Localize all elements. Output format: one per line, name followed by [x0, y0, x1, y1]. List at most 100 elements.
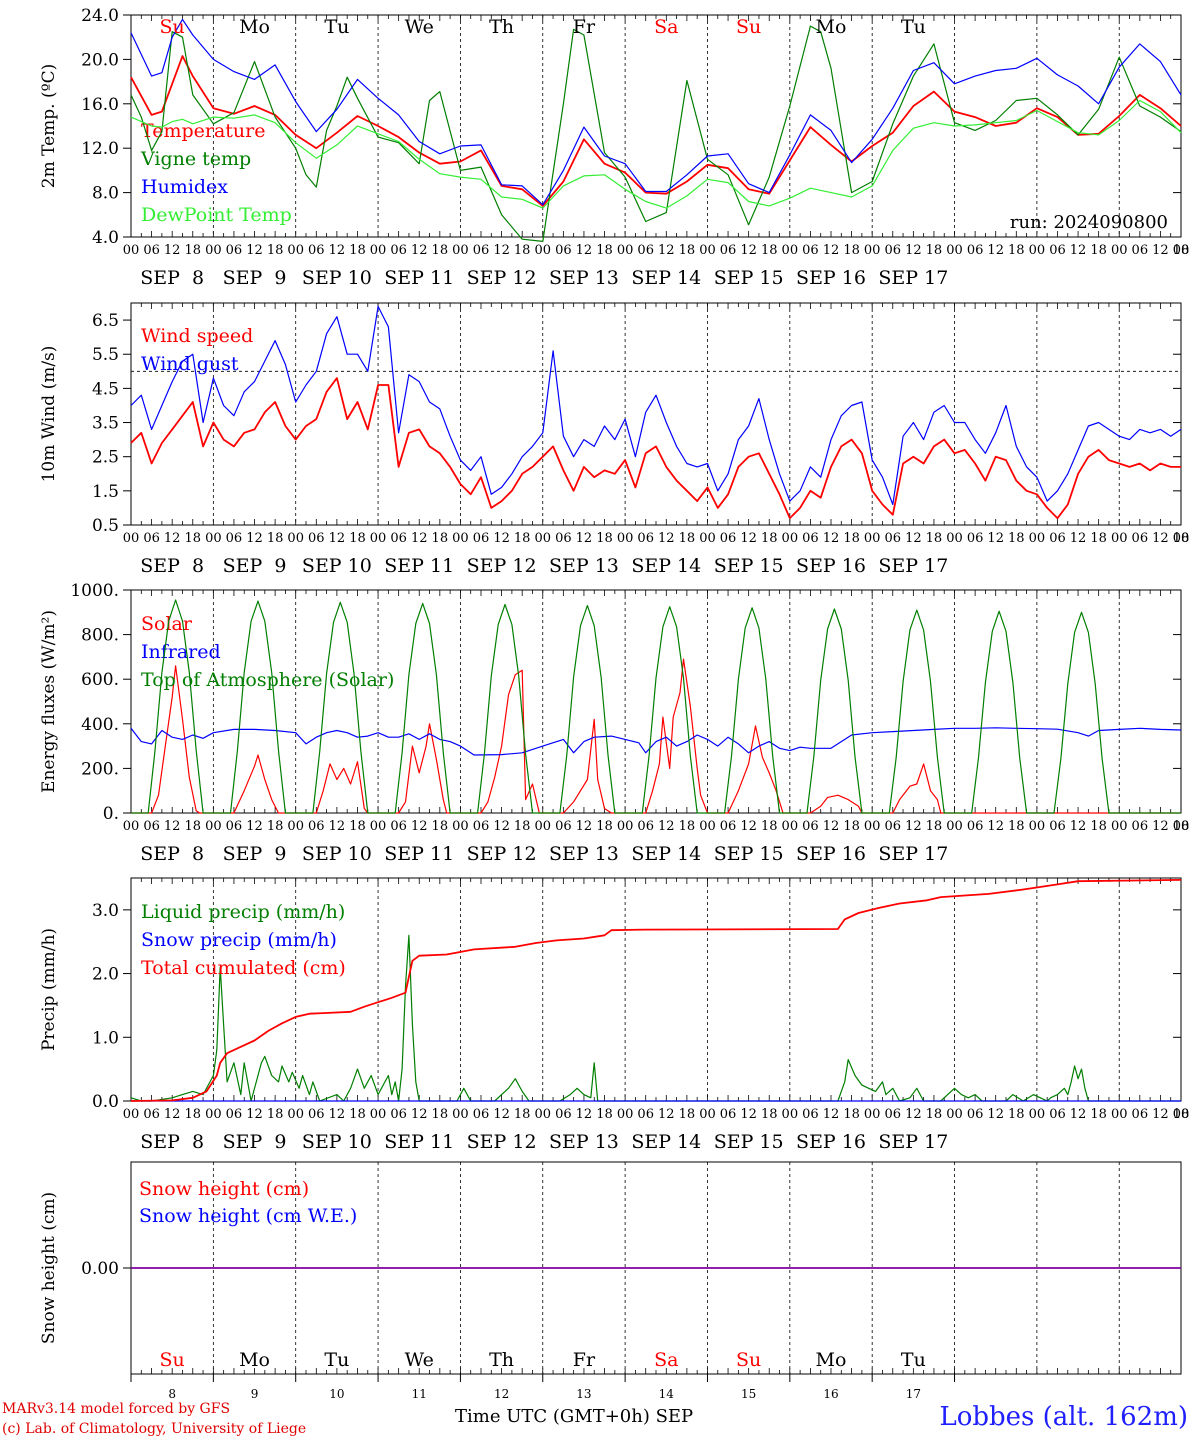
x-day-number: 13 [576, 1387, 591, 1401]
series-line-humidex [130, 18, 1182, 206]
lab-credit: (c) Lab. of Climatology, University of L… [2, 1421, 307, 1437]
x-hour-label: 12 [987, 819, 1004, 834]
legend-entry: Snow precip (mm/h) [141, 929, 337, 951]
date-label: SEP 13 [549, 843, 619, 865]
series-line-top-of-atmosphere-solar- [131, 599, 1181, 814]
x-hour-label: 06 [473, 1107, 490, 1122]
x-hour-label: 00 [1029, 1107, 1046, 1122]
date-label: SEP 11 [384, 1131, 454, 1153]
x-hour-label: 06 [555, 1107, 572, 1122]
date-label: SEP 9 [223, 267, 287, 289]
x-hour-label: 06 [637, 819, 654, 834]
x-day-number: 16 [823, 1387, 838, 1401]
x-hour-label: 00 [946, 243, 963, 258]
x-hour-label: 18 [679, 819, 696, 834]
x-hour-label: 06 [1132, 243, 1149, 258]
x-hour-label: 12 [164, 531, 181, 546]
date-label: SEP 15 [714, 555, 784, 577]
x-hour-label: 00 [205, 819, 222, 834]
x-hour-label: 06 [1049, 1107, 1066, 1122]
series-line-total-cumulated-cm- [130, 879, 1182, 1102]
x-hour-label: 00 [123, 531, 140, 546]
x-hour-label: 00 [699, 1107, 716, 1122]
date-label: SEP 11 [384, 555, 454, 577]
y-tick-label: 600. [81, 670, 119, 690]
x-hour-label: 18 [432, 1107, 449, 1122]
legend-entry: Snow height (cm W.E.) [139, 1205, 357, 1227]
date-label: SEP 13 [549, 1131, 619, 1153]
y-axis-title: 10m Wind (m/s) [39, 346, 59, 483]
x-hour-label: 06 [1049, 531, 1066, 546]
x-hour-label: 00 [1111, 531, 1128, 546]
x-day-number: 15 [741, 1387, 756, 1401]
legend-entry: Snow height (cm) [139, 1178, 309, 1200]
x-hour-label: 06 [1132, 1107, 1149, 1122]
x-hour-label: 18 [761, 243, 778, 258]
date-label: SEP 11 [384, 267, 454, 289]
x-hour-label: 18 [1173, 243, 1190, 258]
x-hour-label: 12 [246, 243, 263, 258]
x-hour-label: 00 [1029, 531, 1046, 546]
x-hour-label: 00 [1111, 1107, 1128, 1122]
x-hour-label: 12 [823, 819, 840, 834]
x-hour-label: 00 [699, 819, 716, 834]
date-label: SEP 16 [796, 843, 866, 865]
x-hour-label: 00 [617, 531, 634, 546]
x-hour-label: 00 [946, 819, 963, 834]
date-label: SEP 14 [631, 555, 701, 577]
date-label: SEP 14 [631, 843, 701, 865]
legend-entry: DewPoint Temp [141, 204, 292, 226]
x-hour-label: 12 [576, 1107, 593, 1122]
x-hour-label: 12 [740, 819, 757, 834]
x-hour-label: 00 [699, 243, 716, 258]
x-hour-label: 06 [308, 1107, 325, 1122]
date-label: SEP 9 [223, 555, 287, 577]
y-tick-label: 16.0 [81, 95, 119, 115]
x-hour-label: 06 [390, 243, 407, 258]
x-hour-label: 18 [926, 819, 943, 834]
x-hour-label: 00 [370, 1107, 387, 1122]
weekday-label: Th [489, 16, 514, 38]
x-hour-label: 06 [308, 819, 325, 834]
x-hour-label: 06 [226, 1107, 243, 1122]
y-axis-title: Precip (mm/h) [39, 928, 59, 1051]
x-hour-label: 18 [267, 243, 284, 258]
x-hour-label: 18 [514, 531, 531, 546]
x-hour-label: 18 [926, 531, 943, 546]
station-label: Lobbes (alt. 162m) [939, 1402, 1188, 1432]
date-label: SEP 10 [302, 1131, 372, 1153]
legend-entry: Liquid precip (mm/h) [141, 901, 345, 923]
panel-frame [130, 302, 1182, 526]
x-hour-label: 06 [802, 819, 819, 834]
x-hour-label: 06 [884, 1107, 901, 1122]
x-hour-label: 06 [802, 243, 819, 258]
x-day-number: 8 [168, 1387, 176, 1401]
x-hour-label: 00 [287, 243, 304, 258]
x-day-number: 17 [906, 1387, 921, 1401]
x-hour-label: 18 [1090, 531, 1107, 546]
date-label: SEP 14 [631, 267, 701, 289]
x-hour-label: 06 [390, 1107, 407, 1122]
y-axis-title: 2m Temp. (ºC) [39, 64, 59, 189]
x-hour-label: 12 [164, 819, 181, 834]
legend-entry: Humidex [141, 176, 228, 198]
x-hour-label: 12 [1152, 243, 1169, 258]
x-hour-label: 00 [370, 243, 387, 258]
x-hour-label: 06 [473, 819, 490, 834]
x-hour-label: 18 [514, 1107, 531, 1122]
x-hour-label: 06 [637, 1107, 654, 1122]
x-hour-label: 18 [184, 243, 201, 258]
x-hour-label: 12 [1152, 1107, 1169, 1122]
run-annotation: run: 2024090800 [1010, 212, 1168, 233]
x-hour-label: 06 [143, 531, 160, 546]
x-hour-label: 00 [123, 819, 140, 834]
x-hour-label: 06 [143, 1107, 160, 1122]
x-hour-label: 00 [534, 819, 551, 834]
x-hour-label: 12 [823, 243, 840, 258]
weekday-label: Sa [654, 16, 678, 38]
x-hour-label: 06 [555, 531, 572, 546]
x-hour-label: 06 [720, 243, 737, 258]
x-hour-label: 06 [967, 243, 984, 258]
x-hour-label: 00 [617, 243, 634, 258]
